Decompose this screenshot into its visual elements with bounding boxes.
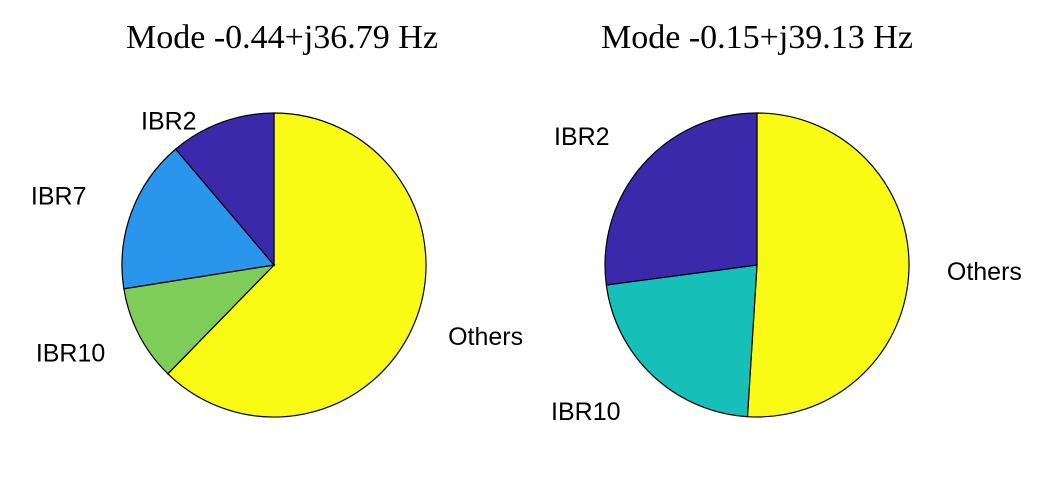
pie-slice-ibr7	[121, 148, 276, 290]
pie-slice-ibr2	[174, 112, 275, 267]
pie-slice-ibr10	[605, 264, 758, 418]
slice-label-ibr2: IBR2	[554, 123, 610, 151]
pie-slice-others	[167, 112, 427, 418]
slice-label-ibr2: IBR2	[141, 107, 197, 135]
pie-slice-ibr10	[123, 264, 276, 375]
slice-label-others: Others	[947, 258, 1022, 286]
slice-label-others: Others	[448, 323, 523, 351]
pie-slice-others	[746, 112, 910, 418]
pie-chart-mode-1: Mode -0.44+j36.79 Hz Others IBR10 IBR7 IBR2	[31, 19, 523, 418]
chart-title-mode-1: Mode -0.44+j36.79 Hz	[126, 19, 438, 56]
slice-label-ibr10: IBR10	[36, 339, 105, 367]
pie-slice-ibr2	[604, 112, 758, 286]
slice-label-ibr10: IBR10	[551, 398, 620, 426]
pie-chart-mode-2: Mode -0.15+j39.13 Hz Others IBR10 IBR2	[551, 19, 1022, 426]
slice-label-ibr7: IBR7	[31, 183, 87, 211]
chart-title-mode-2: Mode -0.15+j39.13 Hz	[601, 19, 913, 56]
